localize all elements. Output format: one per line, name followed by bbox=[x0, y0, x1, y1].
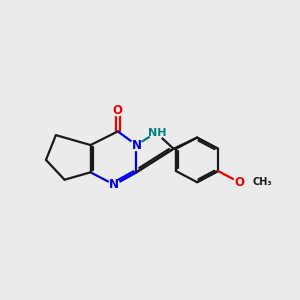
Text: O: O bbox=[234, 176, 244, 189]
Text: CH₃: CH₃ bbox=[253, 177, 272, 187]
Circle shape bbox=[109, 179, 119, 190]
Text: NH: NH bbox=[148, 128, 167, 138]
Circle shape bbox=[131, 140, 142, 151]
Text: N: N bbox=[109, 178, 119, 191]
Text: O: O bbox=[113, 104, 123, 117]
Text: N: N bbox=[131, 139, 141, 152]
Circle shape bbox=[112, 105, 123, 116]
Circle shape bbox=[234, 177, 244, 188]
Circle shape bbox=[149, 126, 163, 140]
